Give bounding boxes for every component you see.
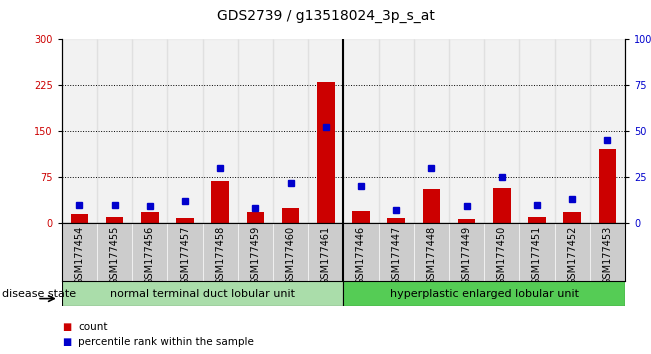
Text: GSM177456: GSM177456	[145, 226, 155, 285]
Bar	[458, 219, 475, 223]
Bar	[62, 281, 343, 306]
Text: ■: ■	[62, 322, 71, 332]
Bar	[273, 39, 308, 223]
Text: GSM177448: GSM177448	[426, 226, 436, 285]
Text: GSM177454: GSM177454	[74, 226, 85, 285]
Bar	[343, 281, 625, 306]
Text: GSM177457: GSM177457	[180, 226, 190, 285]
Bar	[590, 39, 625, 223]
Text: disease state: disease state	[2, 289, 76, 299]
Text: ■: ■	[62, 337, 71, 347]
Text: GSM177447: GSM177447	[391, 226, 401, 285]
Bar	[282, 208, 299, 223]
Bar	[176, 218, 194, 223]
Bar	[132, 39, 167, 223]
Text: percentile rank within the sample: percentile rank within the sample	[78, 337, 254, 347]
Text: GSM177449: GSM177449	[462, 226, 471, 285]
Text: count: count	[78, 322, 107, 332]
Text: hyperplastic enlarged lobular unit: hyperplastic enlarged lobular unit	[390, 289, 579, 299]
Bar	[71, 214, 89, 223]
Bar	[352, 211, 370, 223]
Text: GSM177461: GSM177461	[321, 226, 331, 285]
Bar	[519, 39, 555, 223]
Bar	[493, 188, 510, 223]
Bar	[141, 212, 159, 223]
Bar	[212, 181, 229, 223]
Bar	[555, 39, 590, 223]
Text: GSM177452: GSM177452	[567, 226, 577, 285]
Bar	[167, 39, 202, 223]
Bar	[238, 39, 273, 223]
Bar	[449, 39, 484, 223]
Bar	[379, 39, 414, 223]
Bar	[317, 82, 335, 223]
Bar	[484, 39, 519, 223]
Bar	[563, 212, 581, 223]
Text: GSM177458: GSM177458	[215, 226, 225, 285]
Bar	[97, 39, 132, 223]
Bar	[528, 217, 546, 223]
Bar	[62, 39, 97, 223]
Text: GSM177459: GSM177459	[251, 226, 260, 285]
Text: GSM177455: GSM177455	[109, 226, 120, 285]
Text: GSM177451: GSM177451	[532, 226, 542, 285]
Text: GDS2739 / g13518024_3p_s_at: GDS2739 / g13518024_3p_s_at	[217, 9, 434, 23]
Bar	[247, 212, 264, 223]
Bar	[308, 39, 343, 223]
Text: GSM177450: GSM177450	[497, 226, 506, 285]
Bar	[598, 149, 616, 223]
Text: GSM177446: GSM177446	[356, 226, 366, 285]
Text: normal terminal duct lobular unit: normal terminal duct lobular unit	[110, 289, 295, 299]
Bar	[422, 189, 440, 223]
Bar	[387, 218, 405, 223]
Bar	[202, 39, 238, 223]
Text: GSM177460: GSM177460	[286, 226, 296, 285]
Bar	[343, 39, 379, 223]
Text: GSM177453: GSM177453	[602, 226, 613, 285]
Bar	[414, 39, 449, 223]
Bar	[106, 217, 124, 223]
